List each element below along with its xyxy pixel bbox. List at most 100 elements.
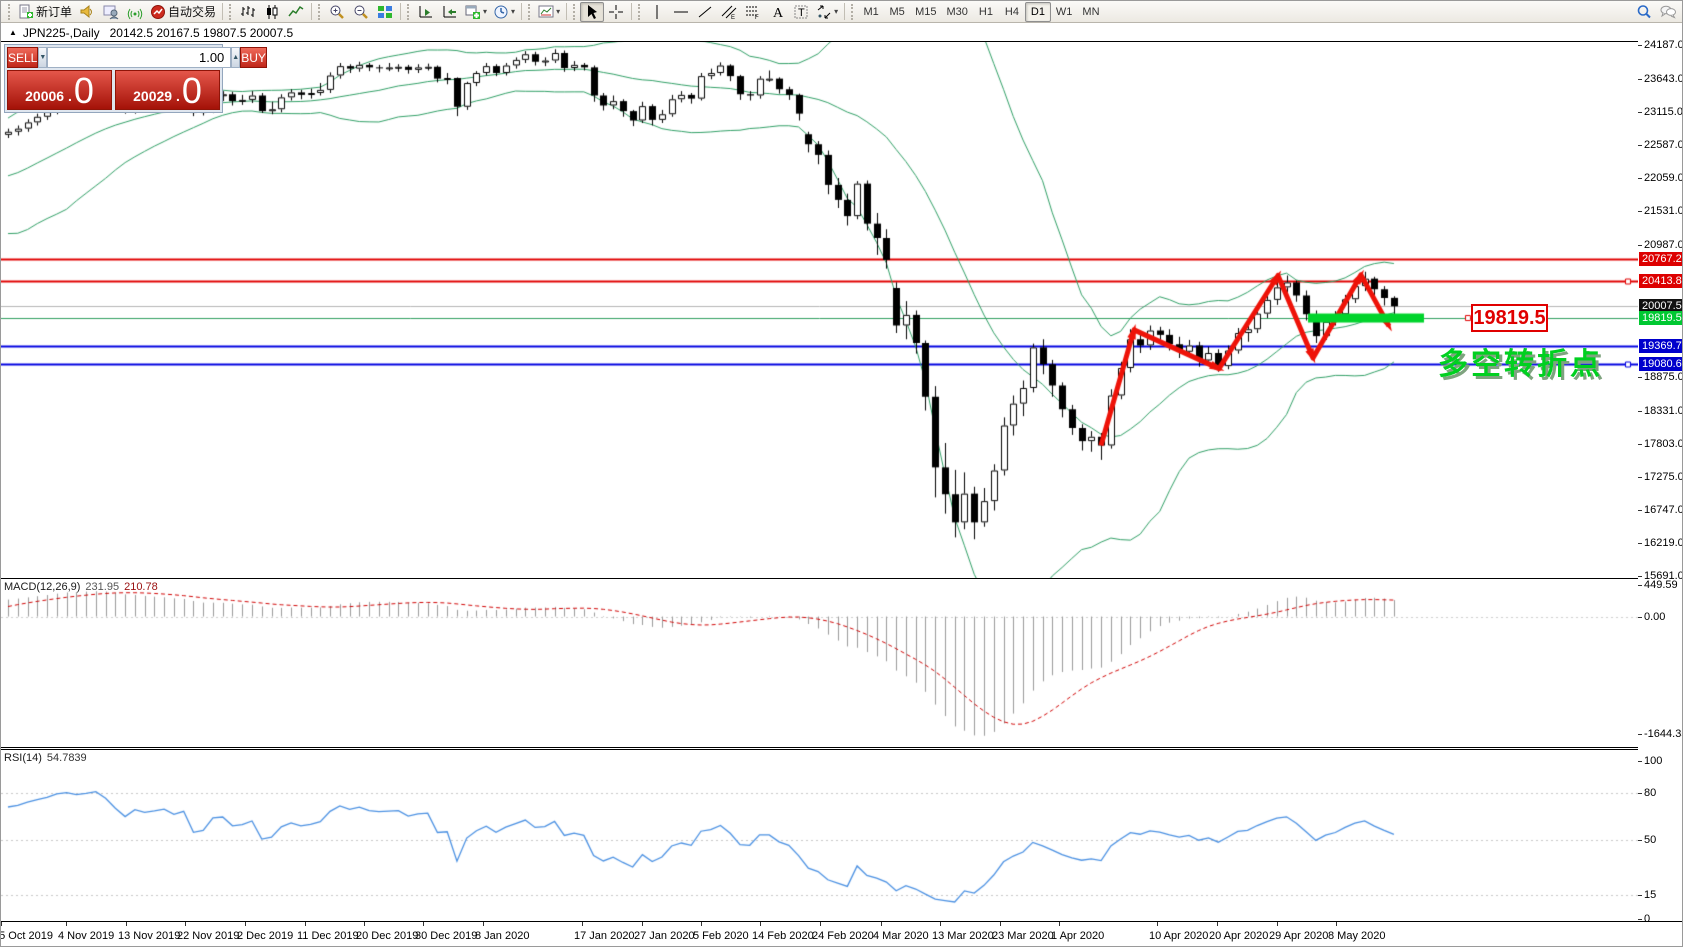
timeframe-h1-button[interactable]: H1 — [978, 5, 993, 18]
price-tick-label: 17803.0 — [1644, 438, 1683, 450]
template-icon — [538, 4, 554, 20]
textA-icon: A — [769, 4, 785, 20]
date-label: 20 Dec 2019 — [356, 930, 419, 942]
macd-axis-label: -1644.35 — [1644, 728, 1682, 740]
date-tick — [582, 922, 583, 926]
macd-canvas[interactable] — [1, 579, 1638, 748]
timeframe-mn-button[interactable]: MN — [1082, 5, 1100, 18]
axis-tick — [1638, 793, 1642, 794]
macd-axis-label: 0.00 — [1644, 611, 1666, 623]
text-button[interactable]: A — [765, 2, 789, 22]
date-tick — [940, 922, 941, 926]
chart-ohlc-values: 20142.5 20167.5 19807.5 20007.5 — [109, 25, 294, 40]
new-order-button-label: 新订单 — [36, 5, 73, 19]
date-tick — [305, 922, 306, 926]
chart-shift-button[interactable] — [438, 2, 462, 22]
date-tick — [423, 922, 424, 926]
autotrade-button[interactable]: 自动交易 — [147, 2, 219, 22]
signal-button[interactable] — [123, 2, 147, 22]
date-label: 5 Feb 2020 — [693, 930, 749, 942]
fibonacci-button[interactable]: F — [741, 2, 765, 22]
period-button[interactable]: ▾ — [490, 2, 518, 22]
auto-scroll-button[interactable] — [414, 2, 438, 22]
crosshair-button[interactable] — [604, 2, 628, 22]
doc-plus-icon — [18, 4, 34, 20]
bar-chart-button[interactable] — [236, 2, 260, 22]
price-tick-label: 18875.0 — [1644, 371, 1683, 383]
macd-divider[interactable] — [1, 578, 1638, 579]
zoom-out-button[interactable] — [349, 2, 373, 22]
macd-main-value: 231.95 — [85, 581, 120, 593]
date-tick — [701, 922, 702, 926]
timeframe-m30-button[interactable]: M30 — [946, 5, 968, 18]
line-chart-button[interactable] — [284, 2, 308, 22]
sell-price-button[interactable]: 20006 .0 — [7, 70, 112, 110]
timeframe-d1-button[interactable]: D1 — [1024, 1, 1051, 22]
rsi-canvas[interactable] — [1, 750, 1638, 920]
new-chart-button[interactable]: ▾ — [462, 2, 490, 22]
price-chip: 19369.7 — [1639, 339, 1682, 353]
axis-tick — [1638, 734, 1642, 735]
trendline-button[interactable] — [693, 2, 717, 22]
template-button[interactable]: ▾ — [535, 2, 563, 22]
axis-tick — [1638, 543, 1642, 544]
date-tick — [1277, 922, 1278, 926]
arrows-button[interactable]: ▾ — [813, 2, 841, 22]
profile-button[interactable] — [99, 2, 123, 22]
date-label: 20 Apr 2020 — [1209, 930, 1269, 942]
timeframe-w1-button[interactable]: W1 — [1055, 5, 1073, 18]
candle-chart-button[interactable] — [260, 2, 284, 22]
date-tick — [185, 922, 186, 926]
horn-button[interactable] — [75, 2, 99, 22]
date-tick — [1336, 922, 1337, 926]
buy-button[interactable]: BUY — [240, 47, 267, 68]
channel-button[interactable]: E — [717, 2, 741, 22]
hline-button[interactable] — [669, 2, 693, 22]
date-label: 14 Feb 2020 — [752, 930, 814, 942]
label-button[interactable]: T — [789, 2, 813, 22]
search-icon — [1636, 4, 1652, 20]
volume-down-button[interactable]: ▼ — [38, 47, 48, 68]
date-tick — [760, 922, 761, 926]
crosshair-icon — [608, 4, 624, 20]
chevron-down-icon[interactable]: ▾ — [483, 7, 488, 16]
collapse-icon[interactable]: ▲ — [9, 28, 17, 37]
cursor-button[interactable] — [580, 1, 605, 22]
buy-price-big-digit: 0 — [181, 70, 202, 111]
buy-price-button[interactable]: 20029 .0 — [115, 70, 220, 110]
search-button[interactable] — [1632, 2, 1656, 22]
zoom-in-button[interactable] — [325, 2, 349, 22]
turning-point-note[interactable]: 多空转折点 — [1438, 348, 1603, 381]
vline-button[interactable] — [645, 2, 669, 22]
date-tick — [881, 922, 882, 926]
timeframe-m1-button[interactable]: M1 — [863, 5, 879, 18]
rsi-divider-a[interactable] — [1, 747, 1638, 748]
rsi-axis-label: 50 — [1644, 834, 1657, 846]
arrows-icon — [816, 4, 832, 20]
price-tick-label: 22059.0 — [1644, 172, 1683, 184]
volume-up-button[interactable]: ▲ — [231, 47, 241, 68]
price-tick-label: 16747.0 — [1644, 504, 1683, 516]
sell-button[interactable]: SELL — [7, 47, 39, 68]
date-label: 22 Nov 2019 — [177, 930, 240, 942]
chevron-down-icon[interactable]: ▾ — [556, 7, 561, 16]
chevron-down-icon[interactable]: ▾ — [834, 7, 839, 16]
profile-icon — [103, 4, 119, 20]
timeframe-m15-button[interactable]: M15 — [915, 5, 937, 18]
date-label: 2 Dec 2019 — [237, 930, 294, 942]
axis-tick — [1638, 576, 1642, 577]
price-callout-box[interactable]: 19819.5 — [1471, 304, 1548, 332]
buy-price: 20029 . — [133, 88, 180, 104]
volume-input[interactable] — [47, 47, 232, 68]
date-label: 25 Oct 2019 — [1, 930, 53, 942]
timeframe-h4-button[interactable]: H4 — [1004, 5, 1019, 18]
new-order-button[interactable]: 新订单 — [15, 2, 75, 22]
date-label: 17 Jan 2020 — [574, 930, 635, 942]
main-chart-canvas[interactable] — [1, 41, 1638, 578]
chevron-down-icon[interactable]: ▾ — [511, 7, 516, 16]
clock-icon — [493, 4, 509, 20]
timeframe-m5-button[interactable]: M5 — [889, 5, 905, 18]
chat-button[interactable] — [1656, 2, 1680, 22]
tile-windows-button[interactable] — [373, 2, 397, 22]
